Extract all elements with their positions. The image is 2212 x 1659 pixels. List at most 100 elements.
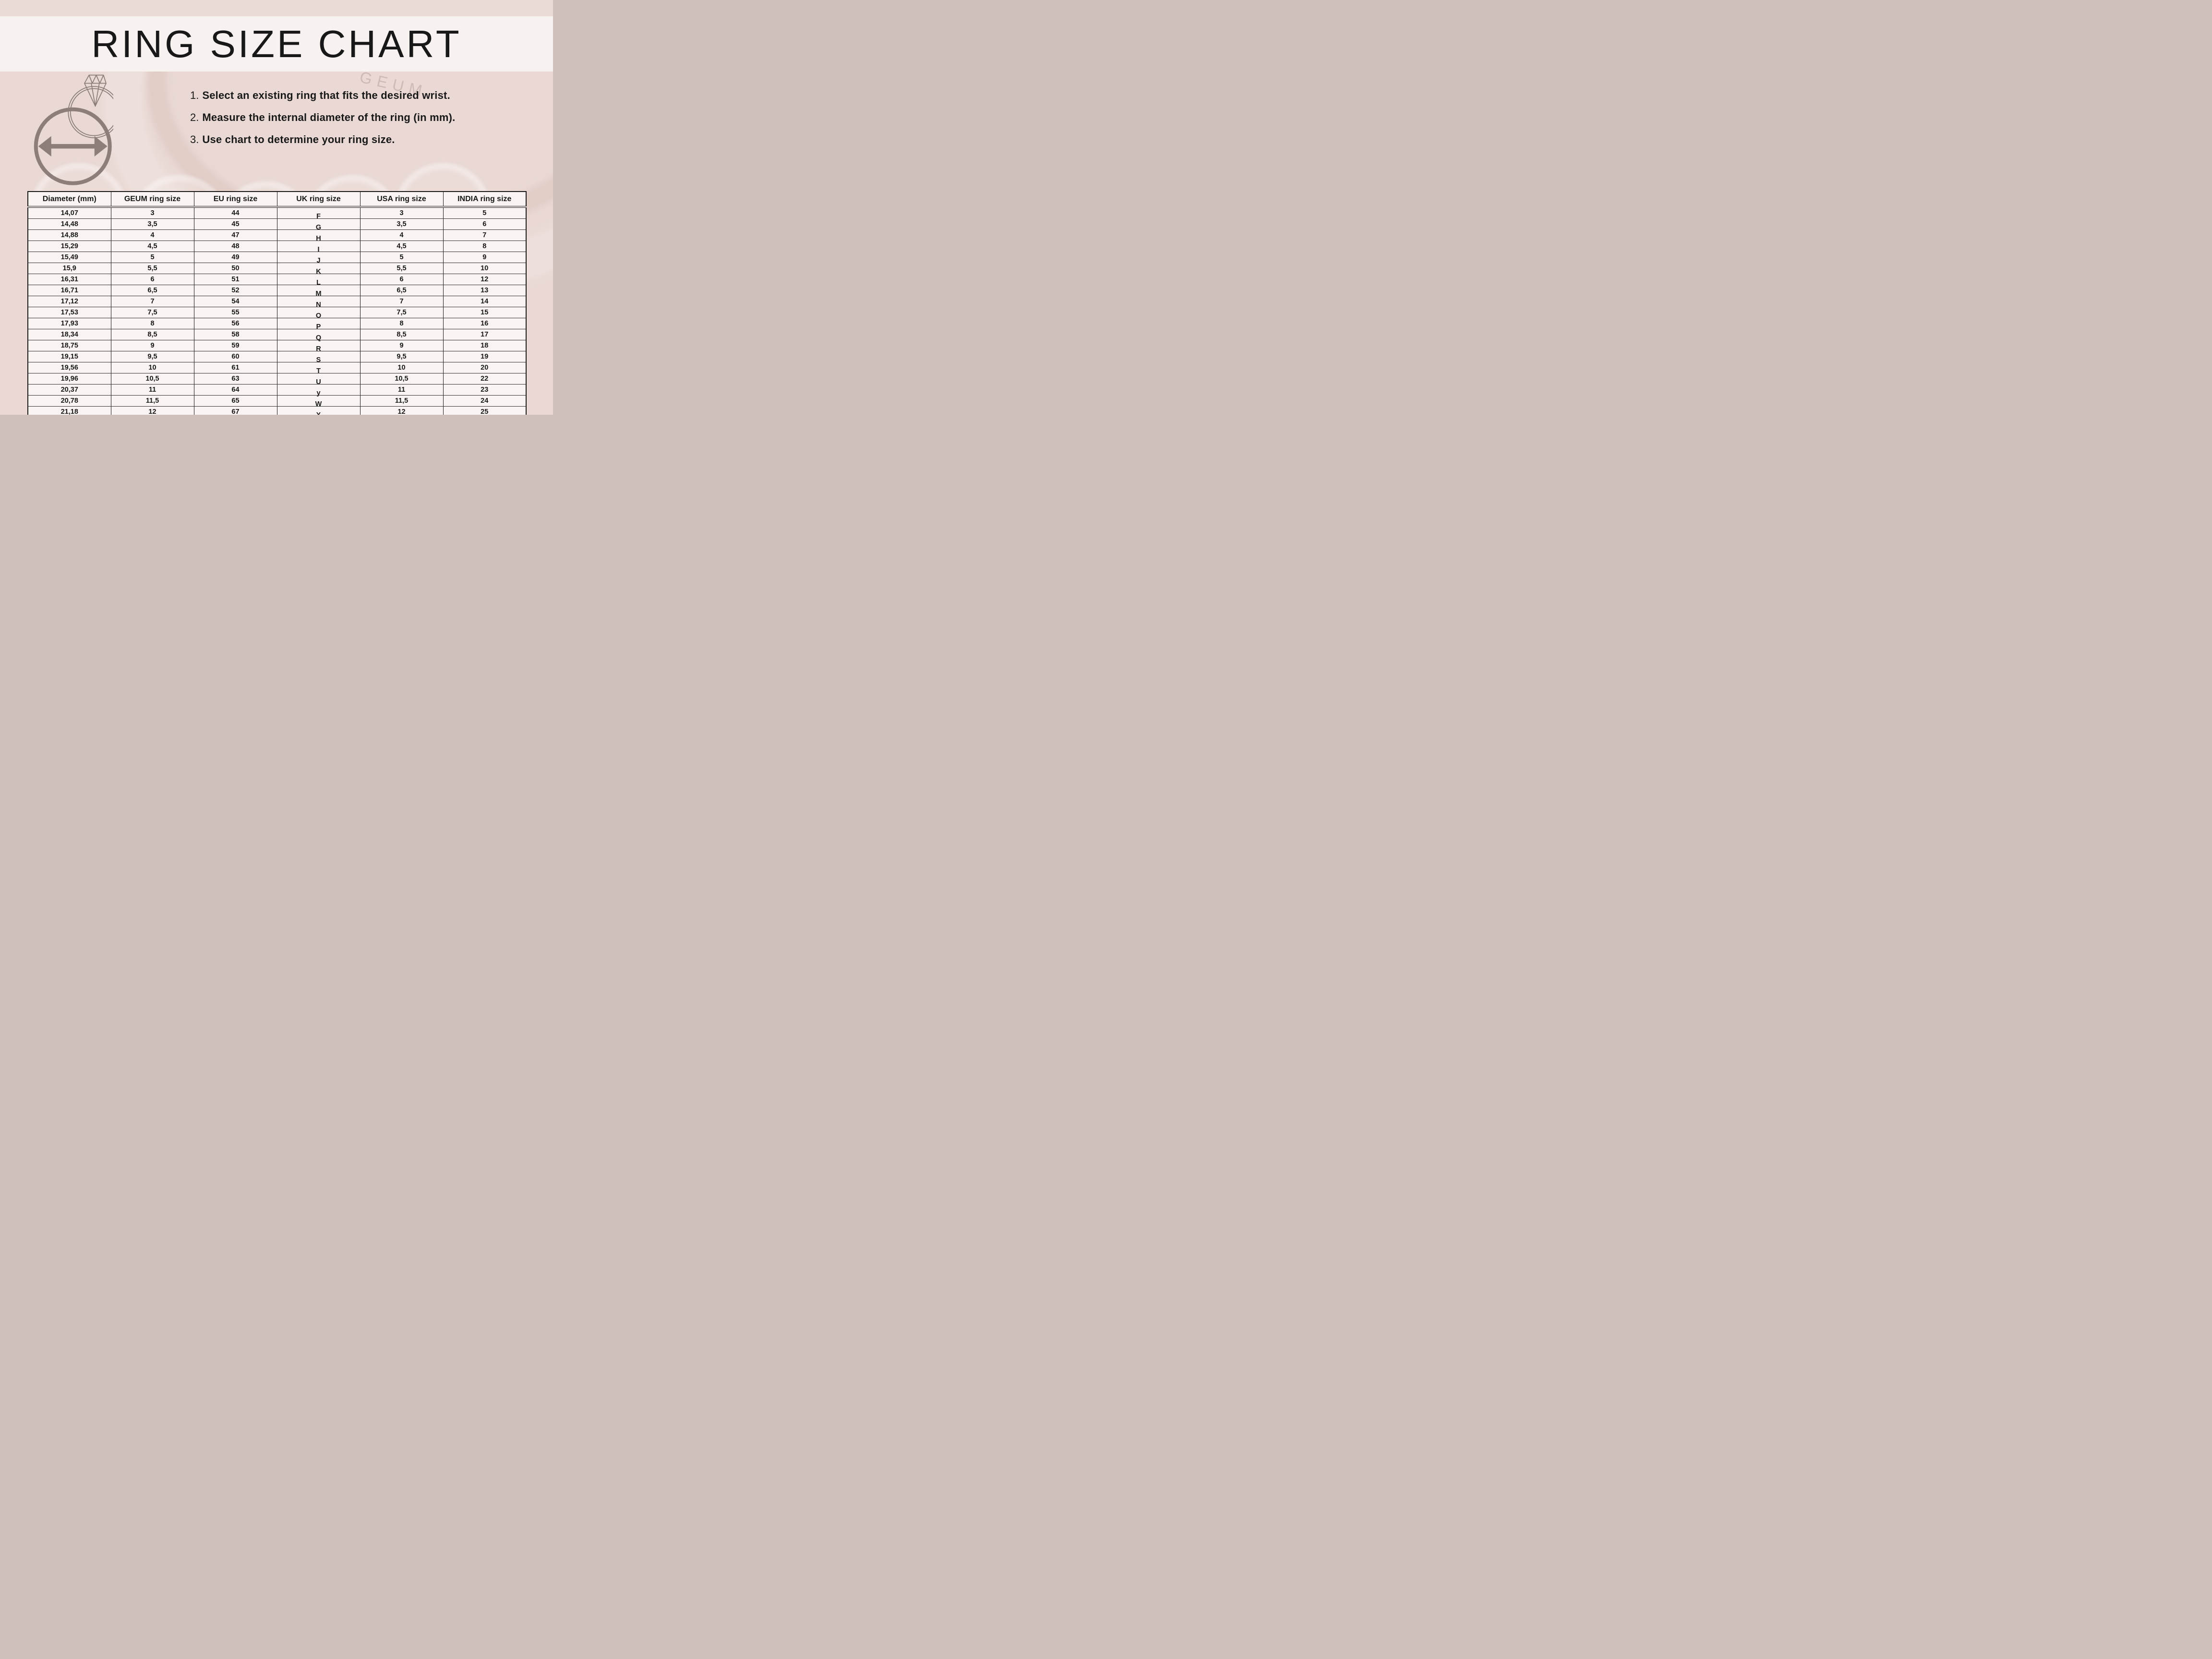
step-number: 1. <box>190 89 199 101</box>
table-cell: 51 <box>194 274 277 285</box>
table-cell: X <box>277 406 361 415</box>
table-cell: M <box>277 285 361 297</box>
table-row: 19,96 10,5 63 U 10,5 22 <box>28 373 526 385</box>
table-cell: 9 <box>443 252 526 263</box>
table-cell: 65 <box>194 395 277 407</box>
table-cell: 10,5 <box>360 373 444 385</box>
instruction-step-1: 1. Select an existing ring that fits the… <box>190 89 455 102</box>
table-cell: 17,12 <box>28 296 111 307</box>
table-cell: 14,07 <box>28 207 111 219</box>
size-table-body: 14,07 3 44 F 3 5 14,48 3,5 45 G 3,5 6 14,88 4 47 H 4 7 15,… <box>28 207 526 415</box>
table-cell: S <box>277 351 361 363</box>
title-band: RING SIZE CHART <box>0 16 553 72</box>
table-row: 14,88 4 47 H 4 7 <box>28 229 526 242</box>
table-cell: 19 <box>443 351 526 362</box>
step-text: Measure the internal diameter of the rin… <box>202 111 456 123</box>
table-cell: 6,5 <box>111 285 194 296</box>
table-cell: 7 <box>443 229 526 241</box>
table-cell: 63 <box>194 373 277 385</box>
table-cell: 7 <box>111 296 194 307</box>
table-cell: 9,5 <box>111 351 194 362</box>
table-cell: 23 <box>443 384 526 396</box>
table-cell: U <box>277 373 361 385</box>
table-cell: 10 <box>443 263 526 274</box>
table-cell: 5 <box>443 207 526 219</box>
table-cell: R <box>277 340 361 352</box>
main-area: GEUM 1. <box>0 72 553 415</box>
table-cell: 3 <box>111 207 194 219</box>
table-cell: 10 <box>360 362 444 373</box>
table-cell: 25 <box>481 408 489 415</box>
size-table: Diameter (mm) GEUM ring size EU ring size U… <box>27 191 527 415</box>
table-cell: 9 <box>111 340 194 351</box>
column-header: INDIA ring size <box>443 192 526 208</box>
column-header: Diameter (mm) <box>28 192 111 208</box>
table-cell: 5,5 <box>360 263 444 274</box>
table-cell: 20,78 <box>28 395 111 407</box>
table-cell: 19,96 <box>28 373 111 385</box>
table-row: 20,78 11,5 65 W 11,5 24 <box>28 395 526 408</box>
table-row: 20,37 11 64 y 11 23 <box>28 384 526 397</box>
table-row: 17,53 7,5 55 O 7,5 15 <box>28 307 526 319</box>
table-cell: 48 <box>194 240 277 252</box>
table-cell: 22 <box>443 373 526 385</box>
table-cell: 10,5 <box>111 373 194 385</box>
table-cell: 17,93 <box>28 318 111 329</box>
table-cell: 8,5 <box>360 329 444 340</box>
table-row: 21,181267X1225 <box>28 406 526 415</box>
table-cell: 9 <box>360 340 444 351</box>
column-header: UK ring size <box>277 192 361 208</box>
table-cell: W <box>277 395 361 408</box>
table-cell: 55 <box>194 307 277 318</box>
table-cell: 3 <box>360 207 444 219</box>
table-cell: y <box>277 384 361 397</box>
table-cell: 52 <box>194 285 277 296</box>
table-cell: 4,5 <box>360 240 444 252</box>
table-cell: 44 <box>194 207 277 219</box>
table-cell: 56 <box>194 318 277 329</box>
step-text: Select an existing ring that fits the de… <box>202 89 450 101</box>
table-cell: 5,5 <box>111 263 194 274</box>
table-cell: 8 <box>360 318 444 329</box>
table-cell: 14,88 <box>28 229 111 241</box>
table-cell: 17 <box>443 329 526 340</box>
table-cell: 45 <box>194 218 277 230</box>
table-row: 15,49 5 49 J 5 9 <box>28 252 526 264</box>
table-cell: 8 <box>111 318 194 329</box>
table-cell: F <box>277 207 361 220</box>
table-row: 18,75 9 59 R 9 18 <box>28 340 526 352</box>
table-cell: Q <box>277 329 361 341</box>
table-cell: 47 <box>194 229 277 241</box>
table-cell: 6 <box>443 218 526 230</box>
ring-diameter-measure-icon <box>34 74 113 185</box>
table-row: 17,93 8 56 P 8 16 <box>28 318 526 330</box>
step-text: Use chart to determine your ring size. <box>202 133 395 145</box>
table-cell: 4 <box>111 229 194 241</box>
table-row: 19,56 10 61 T 10 20 <box>28 362 526 374</box>
instructions: 1. Select an existing ring that fits the… <box>190 89 455 156</box>
table-cell: 20 <box>443 362 526 373</box>
table-cell: 8 <box>443 240 526 252</box>
table-cell: 4,5 <box>111 240 194 252</box>
diamond-ring-icon <box>68 74 113 138</box>
column-header: GEUM ring size <box>111 192 194 208</box>
table-cell: 11,5 <box>360 395 444 407</box>
table-cell: 18 <box>443 340 526 351</box>
table-cell: 50 <box>194 263 277 274</box>
table-cell: 7,5 <box>360 307 444 318</box>
table-cell: 18,75 <box>28 340 111 351</box>
table-cell: 16,31 <box>28 274 111 285</box>
table-cell: K <box>277 263 361 275</box>
table-cell: 3,5 <box>111 218 194 230</box>
table-cell: O <box>277 307 361 319</box>
table-cell: N <box>277 296 361 308</box>
table-cell: 16,71 <box>28 285 111 296</box>
top-band <box>0 0 553 16</box>
table-cell: 59 <box>194 340 277 351</box>
table-cell: 17,53 <box>28 307 111 318</box>
table-cell: J <box>277 252 361 264</box>
table-cell: 6 <box>111 274 194 285</box>
step-number: 2. <box>190 111 199 123</box>
table-cell: 7 <box>360 296 444 307</box>
table-row: 15,9 5,5 50 K 5,5 10 <box>28 263 526 275</box>
